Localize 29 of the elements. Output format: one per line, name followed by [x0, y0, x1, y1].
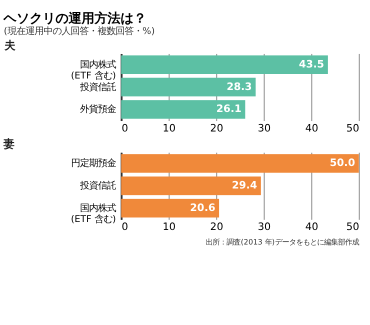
- x-tick-label: 30: [258, 122, 271, 134]
- text: 夫: [4, 38, 17, 52]
- x-tick-label: 0: [122, 122, 128, 134]
- data-label: 29.4: [232, 180, 258, 192]
- data-label: 20.6: [190, 202, 216, 214]
- y-tick-label: 国内株式 (ETF 含む): [70, 202, 116, 226]
- data-label: 28.3: [226, 80, 252, 93]
- y-tick-label: 外貨預金: [80, 104, 116, 116]
- y-tick-label: 投資信託: [79, 180, 116, 192]
- x-tick-label: 10: [162, 122, 176, 134]
- x-tick-label: 30: [258, 221, 271, 234]
- x-tick-label: 20: [210, 122, 224, 134]
- x-tick-label: 20: [210, 221, 224, 234]
- data-label: 43.5: [298, 58, 324, 70]
- y-tick-label: 円定期預金: [71, 158, 116, 170]
- y-tick-label: 投資信託: [79, 82, 116, 93]
- x-tick-label: 50: [346, 122, 360, 134]
- x-tick-label: 50: [346, 221, 360, 234]
- x-tick-label: 0: [122, 221, 128, 234]
- x-tick-label: 40: [305, 221, 318, 234]
- text: 妻: [2, 138, 15, 151]
- x-tick-label: 10: [162, 221, 176, 234]
- data-label: 26.1: [216, 103, 242, 116]
- chart-subtitle: (現在運用中の人回答・複数回答・%): [4, 26, 155, 37]
- chart-title: ヘソクリの運用方法は？: [2, 10, 147, 27]
- y-tick-label: 国内株式 (ETF 含む): [70, 59, 116, 82]
- data-label: 50.0: [330, 157, 356, 170]
- text: 出所：調査(2013 年)データをもとに編集部作成: [206, 238, 359, 247]
- x-tick-label: 40: [305, 122, 318, 134]
